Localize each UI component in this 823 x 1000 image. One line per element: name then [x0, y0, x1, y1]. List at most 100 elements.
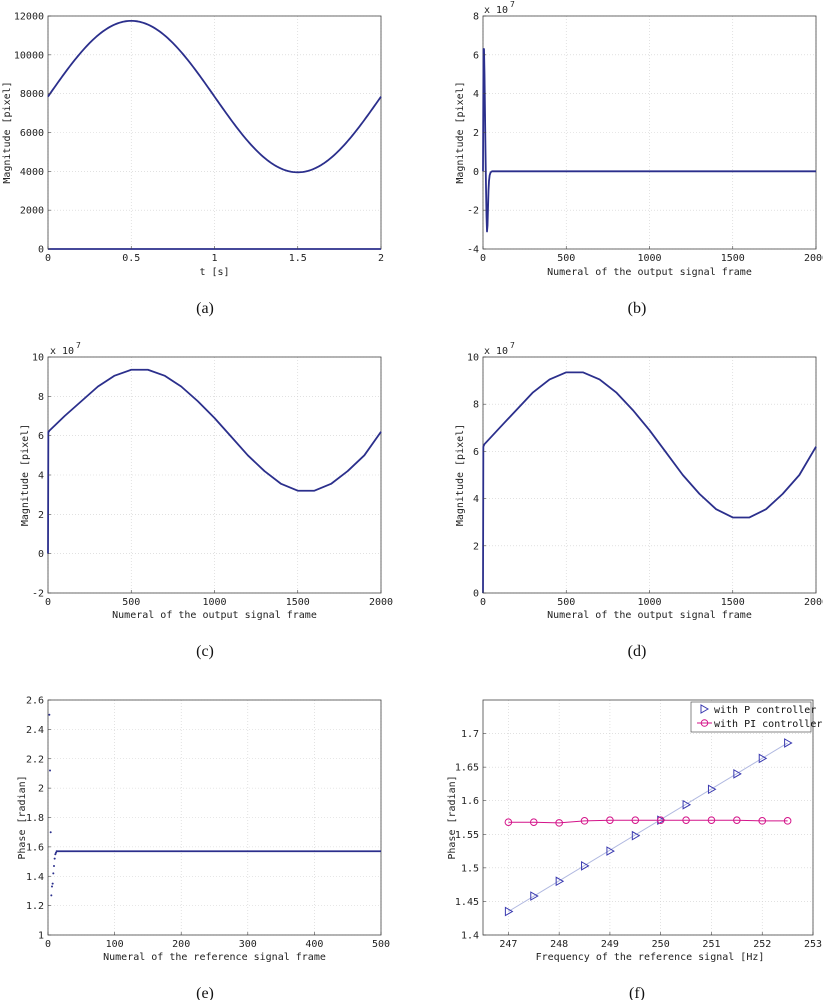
- pi-controller-point: [504, 818, 513, 827]
- x-tick-label: 500: [557, 253, 575, 264]
- exponent-label-d: x 10: [484, 346, 508, 357]
- ylabel-e: Phase [radian]: [17, 775, 28, 859]
- x-tick-label: 249: [601, 939, 619, 950]
- data-point: [49, 831, 52, 834]
- p-fit-line: [508, 742, 788, 912]
- x-tick-label: 2000: [804, 253, 823, 264]
- p-controller-point: [581, 860, 590, 871]
- p-controller-point: [733, 768, 742, 779]
- y-tick-label: 1.6: [461, 796, 479, 807]
- x-tick-label: 1500: [721, 253, 745, 264]
- x-tick-label: 247: [499, 939, 517, 950]
- x-tick-label: 2000: [369, 597, 393, 608]
- y-tick-label: 1.7: [461, 729, 479, 740]
- x-tick-label: 0: [45, 939, 51, 950]
- y-tick-label: 8: [473, 12, 479, 23]
- caption-d: (d): [628, 643, 647, 660]
- data-point: [51, 882, 54, 885]
- marks-b: [482, 48, 816, 233]
- x-tick-label: 2: [378, 253, 384, 264]
- exponent-label-c: x 10: [50, 346, 74, 357]
- x-tick-label: 0: [480, 253, 486, 264]
- pi-controller-point: [606, 816, 614, 824]
- marks-f: [504, 738, 793, 917]
- x-tick-label: 500: [122, 597, 140, 608]
- data-point: [48, 713, 51, 716]
- p-controller-point: [606, 846, 615, 856]
- y-tick-label: 6: [473, 447, 479, 458]
- ticks-b: 0 500 1000 1500 2000 -4 -2 0 2 4 6 8: [467, 12, 823, 265]
- x-tick-label: 250: [652, 939, 670, 950]
- ylabel-b: Magnitude [pixel]: [455, 81, 466, 183]
- x-tick-label: 500: [372, 939, 390, 950]
- legend-label: with P controller: [714, 705, 816, 716]
- xlabel-c: Numeral of the output signal frame: [112, 610, 317, 621]
- x-tick-label: 500: [557, 597, 575, 608]
- y-tick-label: 10000: [14, 50, 44, 61]
- x-tick-label: 1000: [637, 253, 661, 264]
- series-line-output: [47, 368, 382, 554]
- caption-f: (f): [629, 985, 645, 1000]
- y-tick-label: 6: [38, 431, 44, 442]
- data-point: [52, 864, 55, 867]
- y-tick-label: 2.4: [26, 725, 44, 736]
- y-tick-label: 2.6: [26, 696, 44, 707]
- panel-f: 247 248 249 250 251 252 253 1.4 1.45 1.5 1.55 1.6 1.…: [447, 699, 822, 1000]
- y-tick-label: 2: [473, 128, 479, 139]
- x-tick-label: 2000: [804, 597, 823, 608]
- data-point: [50, 894, 53, 897]
- ticks-e: 0 100 200 300 400 500 1 1.2 1.4 1.6 1.8 2 2.2 2.4 2.6: [26, 696, 390, 951]
- exponent-c: 7: [76, 341, 81, 350]
- caption-e: (e): [196, 985, 214, 1000]
- panel-a: 0 0.5 1 1.5 2 0 2000 4000 6000 8000 10000 12000 t […: [2, 12, 384, 318]
- x-tick-label: 0: [45, 597, 51, 608]
- series-line-sine: [47, 19, 382, 174]
- ylabel-f: Phase [radian]: [447, 775, 458, 859]
- xlabel-a: t [s]: [199, 267, 229, 278]
- exponent-d: 7: [510, 341, 515, 350]
- x-tick-label: 400: [305, 939, 323, 950]
- y-tick-label: 1.65: [455, 763, 479, 774]
- data-point: [52, 872, 55, 875]
- y-tick-label: 0: [38, 245, 44, 256]
- ylabel-a: Magnitude [pixel]: [2, 81, 13, 183]
- pi-controller-point: [555, 819, 563, 827]
- x-tick-label: 251: [702, 939, 720, 950]
- y-tick-label: 1: [38, 931, 44, 942]
- x-tick-label: 253: [804, 939, 822, 950]
- y-tick-label: 2: [38, 510, 44, 521]
- x-tick-label: 252: [753, 939, 771, 950]
- y-tick-label: 2000: [20, 206, 44, 217]
- data-point: [48, 769, 51, 772]
- y-tick-label: 8000: [20, 89, 44, 100]
- x-tick-label: 0.5: [122, 253, 140, 264]
- x-tick-label: 248: [550, 939, 568, 950]
- legend-p-marker-icon: [700, 704, 710, 714]
- y-tick-label: 4: [473, 89, 479, 100]
- xlabel-e: Numeral of the reference signal frame: [103, 952, 326, 963]
- pi-controller-point: [580, 817, 589, 825]
- x-tick-label: 1000: [202, 597, 226, 608]
- y-tick-label: 12000: [14, 12, 44, 23]
- ticks-a: 0 0.5 1 1.5 2 0 2000 4000 6000 8000 10000 12000: [14, 12, 384, 265]
- y-tick-label: 10: [32, 353, 44, 364]
- xlabel-d: Numeral of the output signal frame: [547, 610, 752, 621]
- y-tick-label: 1.55: [455, 830, 479, 841]
- y-tick-label: 6000: [20, 128, 44, 139]
- y-tick-label: 4: [473, 494, 479, 505]
- y-tick-label: 8: [38, 392, 44, 403]
- legend-f: with P controller with PI controller: [690, 701, 822, 733]
- y-tick-label: 0: [473, 167, 479, 178]
- x-tick-label: 1.5: [289, 253, 307, 264]
- caption-b: (b): [628, 300, 647, 317]
- pi-controller-point: [707, 816, 716, 824]
- ticks-f: 247 248 249 250 251 252 253 1.4 1.45 1.5 1.55 1.6 1.…: [455, 729, 822, 950]
- p-controller-point: [758, 753, 768, 764]
- x-tick-label: 1000: [637, 597, 661, 608]
- y-tick-label: 2.2: [26, 754, 44, 765]
- exponent-b: 7: [510, 0, 515, 9]
- data-point: [53, 857, 56, 860]
